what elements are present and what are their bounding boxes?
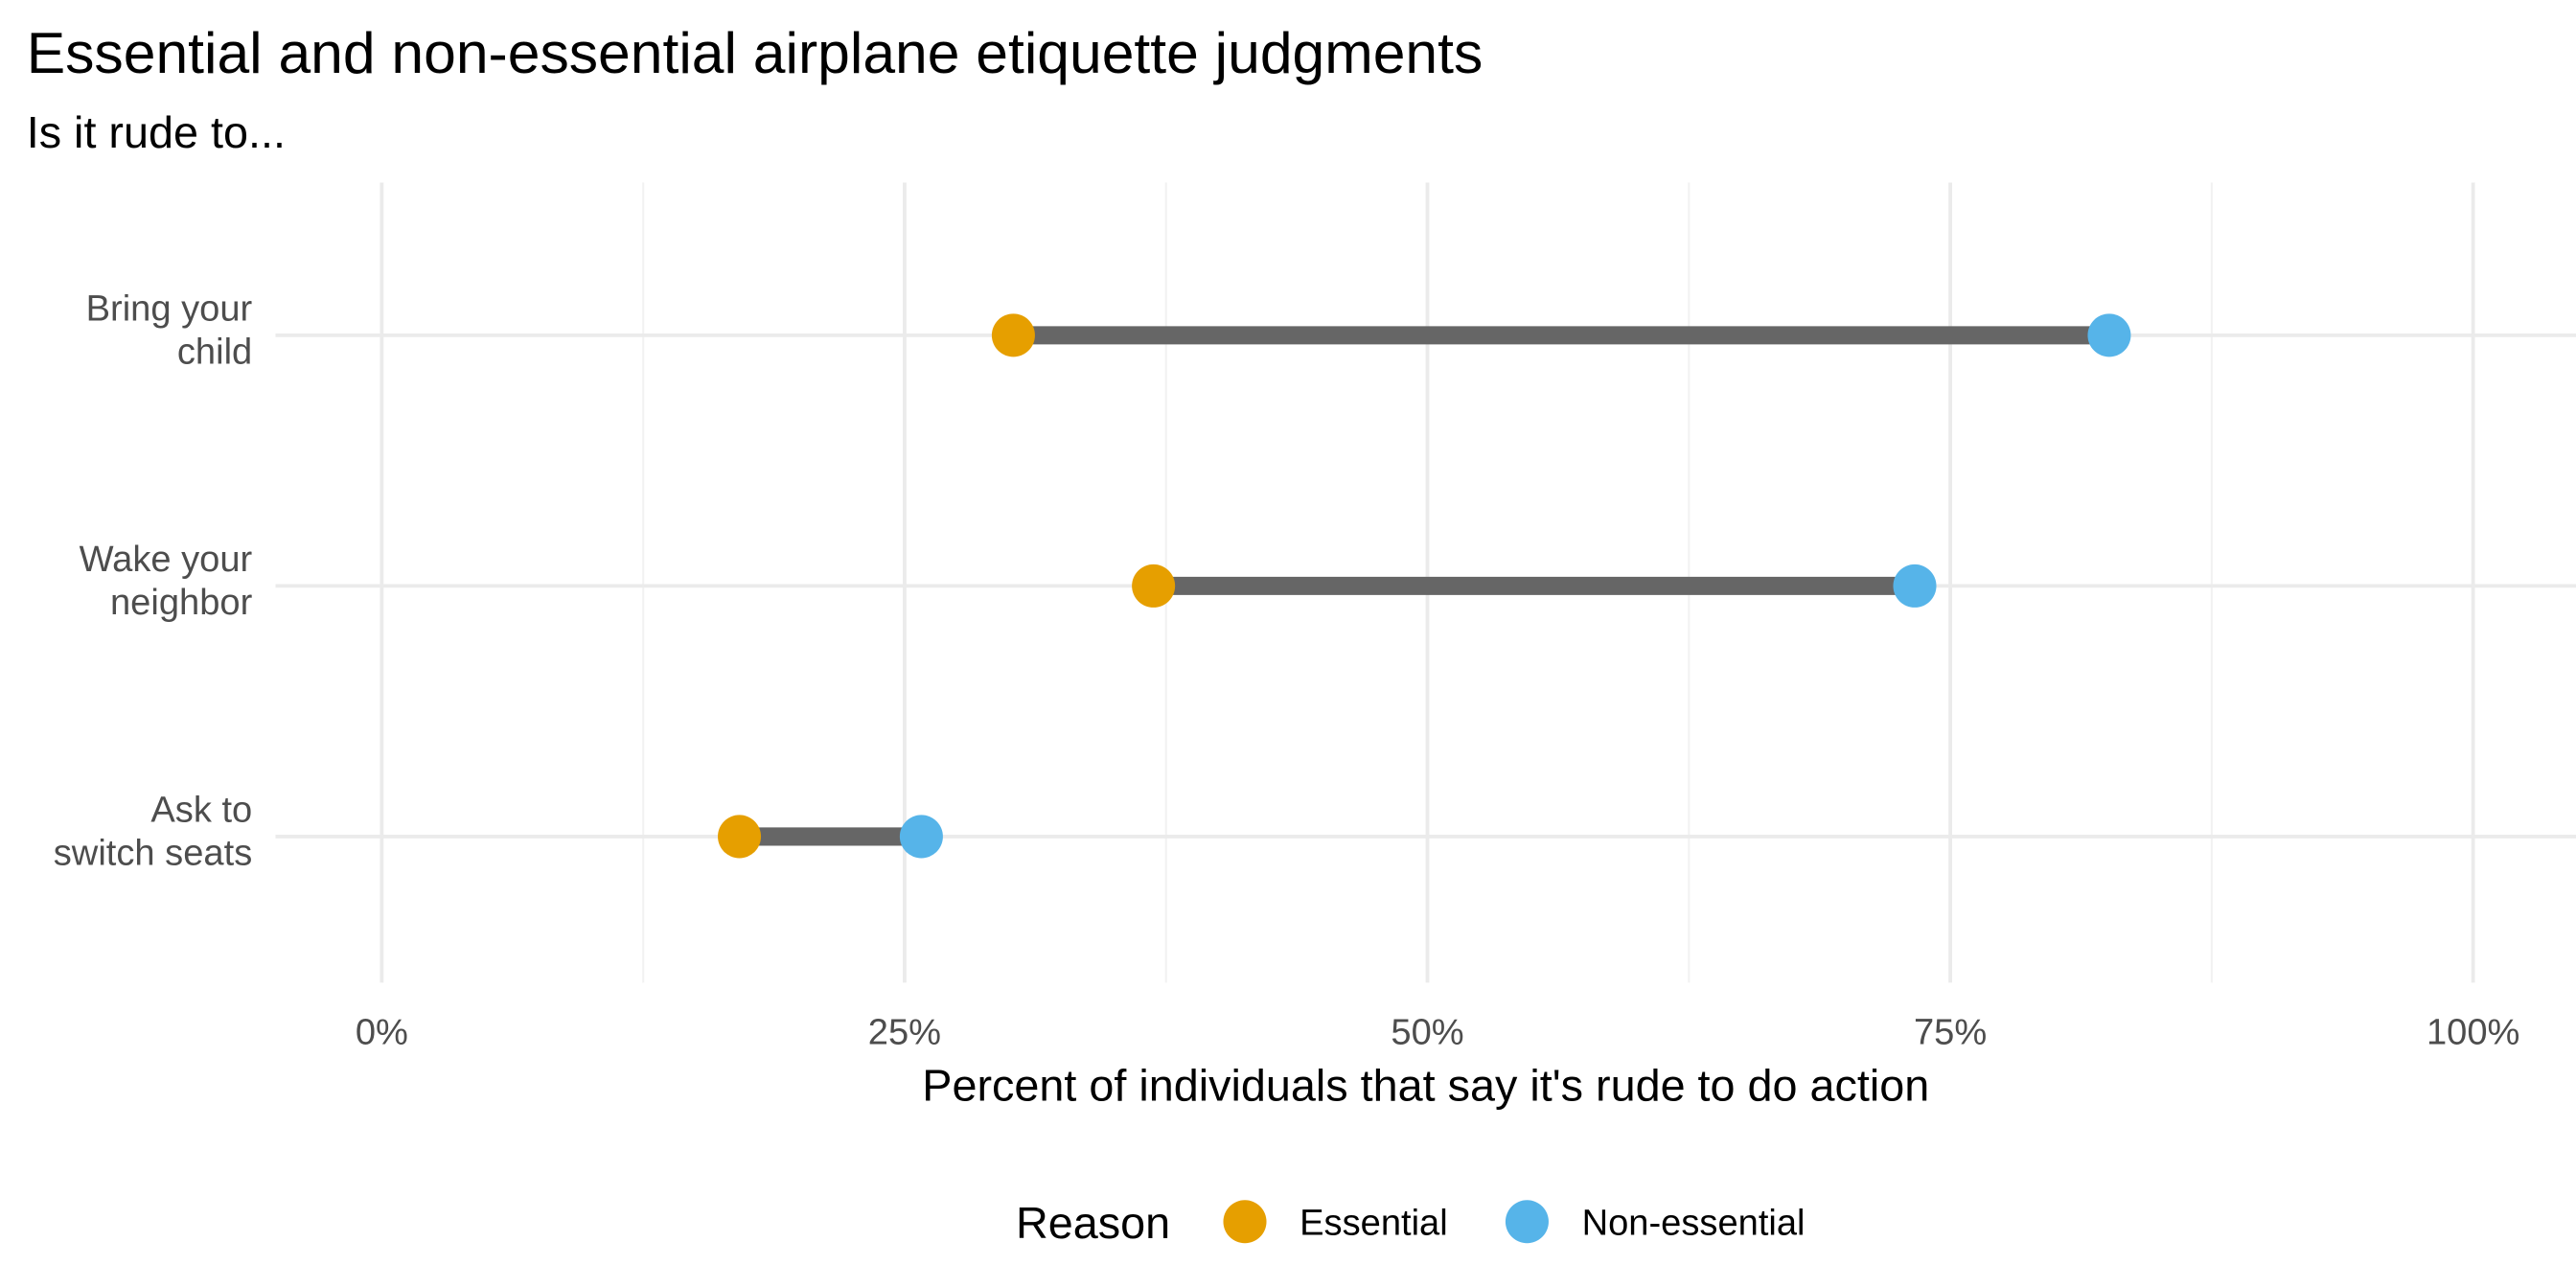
dumbbell-points xyxy=(718,313,2131,859)
chart-title: Essential and non-essential airplane eti… xyxy=(27,20,1484,85)
y-tick-label: Bring your xyxy=(86,288,253,329)
non-essential-point xyxy=(899,815,943,859)
legend-label: Essential xyxy=(1300,1204,1448,1244)
legend-label: Non-essential xyxy=(1582,1204,1806,1244)
dumbbell-segments xyxy=(739,326,2109,846)
x-tick-label: 50% xyxy=(1391,1012,1463,1052)
x-tick-label: 75% xyxy=(1914,1012,1987,1052)
x-axis-ticks: 0% 25% 50% 75% 100% xyxy=(356,1012,2520,1052)
essential-point xyxy=(1132,564,1176,608)
y-tick-label: Wake your xyxy=(80,540,253,580)
legend: Reason Essential Non-essential xyxy=(1016,1198,1806,1248)
y-tick-label: Ask to xyxy=(150,790,252,830)
chart-subtitle: Is it rude to... xyxy=(27,107,286,157)
y-tick-label: neighbor xyxy=(110,583,253,623)
legend-key-essential xyxy=(1223,1200,1267,1244)
non-essential-point xyxy=(1893,564,1937,608)
legend-title: Reason xyxy=(1016,1198,1170,1248)
essential-point xyxy=(718,815,762,859)
legend-key-non-essential xyxy=(1505,1200,1549,1244)
x-axis-label: Percent of individuals that say it's rud… xyxy=(922,1060,1929,1110)
non-essential-point xyxy=(2087,313,2131,357)
essential-point xyxy=(991,313,1035,357)
y-tick-label: switch seats xyxy=(54,833,252,873)
x-tick-label: 25% xyxy=(868,1012,941,1052)
x-tick-label: 0% xyxy=(356,1012,408,1052)
x-tick-label: 100% xyxy=(2426,1012,2519,1052)
y-tick-label: child xyxy=(177,332,252,372)
